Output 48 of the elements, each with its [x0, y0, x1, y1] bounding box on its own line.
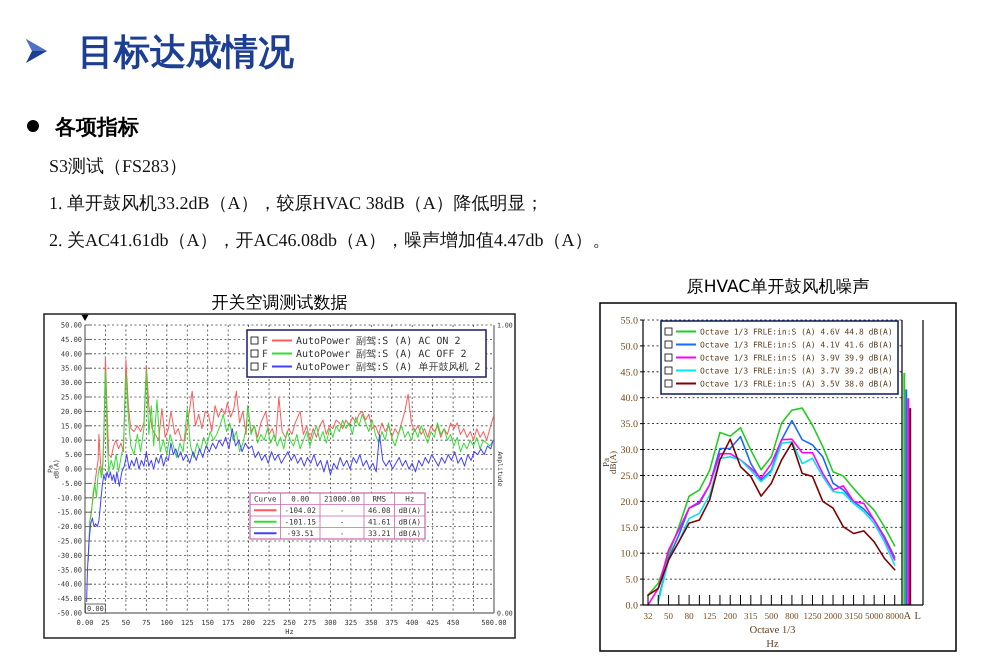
annotation: F: [262, 349, 268, 360]
text: S3测试（FS283）: [49, 156, 188, 176]
x-tick-label: 32: [644, 611, 652, 621]
legend-label: Octave 1/3 FRLE:in:S (A) 3.5V 38.0 dB(A): [700, 379, 893, 388]
annotation: F: [262, 362, 268, 373]
chart-title: 开关空调测试数据: [212, 293, 348, 313]
x-tick-label: 200: [723, 611, 738, 621]
x-tick-label: 500: [764, 611, 779, 621]
x-tick-label: 3150: [844, 611, 864, 621]
y-tick-label: 35.0: [620, 419, 638, 430]
x-tick-label: 80: [684, 611, 694, 621]
chart-title: 原HVAC单开鼓风机噪声: [686, 277, 870, 297]
line-series: [86, 428, 494, 602]
legend-label: Octave 1/3 FRLE:in:S (A) 4.1V 41.6 dB(A): [700, 340, 893, 350]
legend-label: Octave 1/3 FRLE:in:S (A) 3.7V 39.2 dB(A): [700, 366, 893, 376]
y-tick-label: 40.0: [620, 393, 638, 404]
legend-label: Octave 1/3 FRLE:in:S (A) 3.9V 39.9 dB(A): [700, 353, 893, 362]
y-axis-title: Pa dB(A): [601, 451, 618, 474]
legend-label: Octave 1/3 FRLE:in:S (A) 4.6V 44.8 dB(A): [700, 327, 893, 336]
legend-label: AutoPower 副驾:S (A) 单开鼓风机 2: [296, 361, 480, 373]
y-tick-label: 50.0: [620, 341, 638, 352]
x-tick-label: 125: [702, 611, 717, 621]
y-tick-label: 25.0: [620, 470, 638, 482]
x-tick-label: 315: [744, 611, 758, 621]
y-tick-label: 45.0: [620, 367, 638, 378]
x-axis-title: Octave 1/3 Hz: [750, 625, 796, 650]
y-tick-label: 10.0: [620, 548, 638, 560]
x-tick-label: L: [914, 611, 921, 622]
x-tick-label: 1250: [803, 611, 822, 621]
x-tick-label: 800: [785, 611, 800, 621]
x-tick-label: 2000: [824, 611, 843, 621]
x-tick-label: 8000: [886, 611, 904, 621]
text: 各项指标: [54, 115, 139, 139]
y-tick-label: 15.0: [620, 522, 638, 534]
y-tick-label: 55.0: [620, 316, 638, 326]
x-tick-label: A: [903, 611, 912, 622]
y-tick-label: 30.0: [620, 445, 638, 456]
y-tick-label: 20.0: [620, 496, 638, 508]
y-tick-label: 5.0: [626, 574, 638, 586]
legend-label: AutoPower 副驾:S (A) AC ON 2: [296, 336, 460, 347]
y-tick-label: 0.0: [626, 600, 638, 612]
legend-label: AutoPower 副驾:S (A) AC OFF 2: [296, 349, 467, 360]
text: 2. 关AC41.61db（A），开AC46.08db（A），噪声增加值4.47db（A）。: [49, 230, 611, 250]
annotation: F: [262, 336, 268, 347]
x-tick-label: 5000: [865, 611, 884, 621]
text: 目标达成情况: [78, 32, 294, 73]
x-tick-label: 50: [664, 611, 674, 621]
text: 1. 单开鼓风机33.2dB（A），较原HVAC 38dB（A）降低明显；: [49, 193, 544, 213]
